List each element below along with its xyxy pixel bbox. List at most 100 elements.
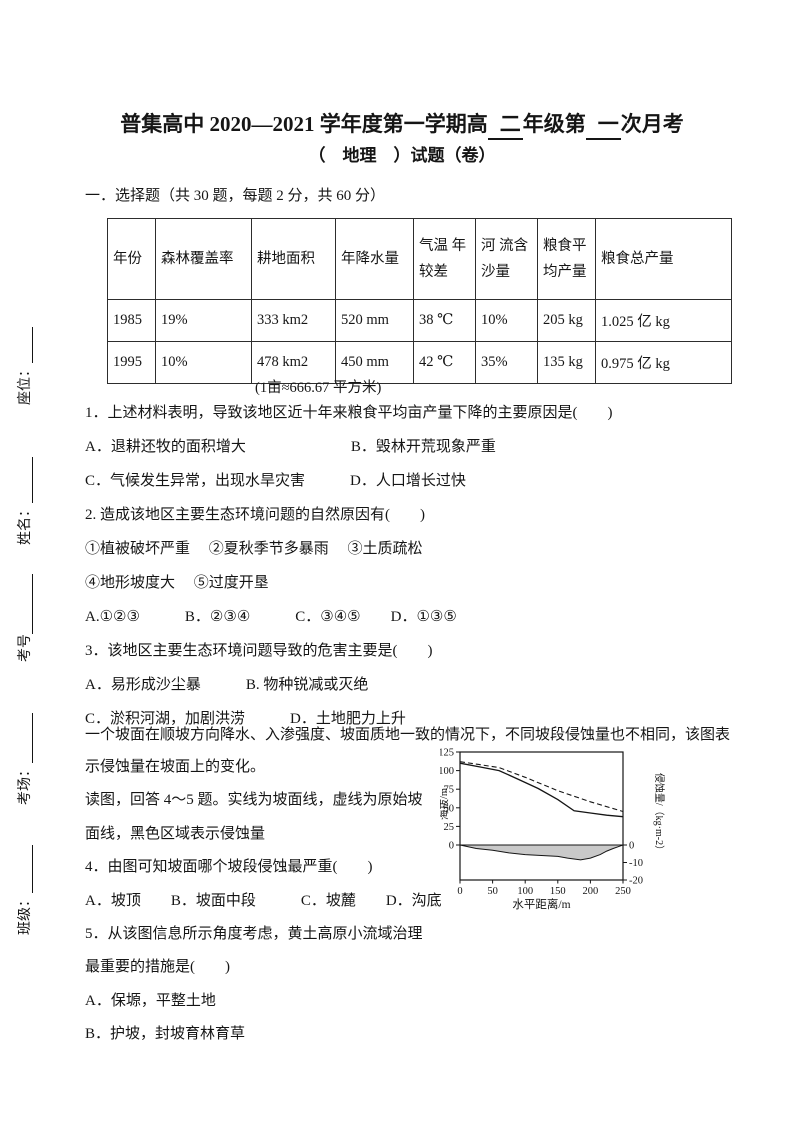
erosion-boundary	[459, 844, 624, 861]
question45-line-8: A．保塬，平整土地	[85, 992, 216, 1009]
page-title: 普集高中 2020—2021 学年度第一学期高 二年级第 一次月考	[72, 108, 732, 141]
table-cell: 205 kg	[537, 299, 596, 342]
margin-field-label: 考场：	[18, 763, 33, 805]
question-line-3: C．气候发生异常，出现水旱灾害 D．人口增长过快	[85, 473, 466, 489]
margin-field-line	[16, 713, 33, 763]
left-tick-label: 50	[444, 803, 455, 814]
question-line-2: A．退耕还牧的面积增大 B．毁林开荒现象严重	[85, 439, 496, 455]
margin-field-line	[16, 845, 33, 893]
table-row: 1995 10% 478 km2 450 mm 42 ℃ 35% 135 kg 0.975 亿…	[107, 341, 732, 384]
data-table: 年份 森林覆盖率 耕地面积 年降水量 气温 年较差河 流含沙量 粮食平均产量 粮食总产量 1…	[107, 218, 732, 384]
questions-4-5: 示侵蚀量在坡面上的变化。读图，回答 4～5 题。实线为坡面线，虚线为原始坡 面线，…	[85, 751, 457, 1052]
table-row: 1985 19% 333 km2 520 mm 38 ℃ 10% 205 kg 1.025 亿…	[107, 299, 732, 342]
margin-field-4: 考场：	[16, 713, 36, 805]
table-cell: 333 km2	[251, 299, 336, 342]
question45-line-1: 示侵蚀量在坡面上的变化。	[85, 759, 266, 775]
table-note: (1亩≈666.67 平方米)	[255, 380, 382, 396]
margin-field-5: 班级：	[16, 845, 36, 935]
column-header: 森林覆盖率	[155, 218, 252, 300]
question45-line-4: 4．由图可知坡面哪个坡段侵蚀最严重( )	[85, 859, 373, 876]
column-header: 粮食平均产量	[537, 218, 596, 300]
table-cell: 135 kg	[537, 341, 596, 384]
table-cell: 0.975 亿 kg	[595, 341, 732, 384]
x-tick-label: 0	[457, 886, 462, 897]
x-tick-label: 100	[517, 886, 533, 897]
margin-field-label: 班级：	[18, 893, 33, 935]
erosion-area	[460, 845, 623, 860]
title-text: 普集高中 2020—2021 学年度第一学期高	[120, 112, 488, 137]
question45-line-2: 读图，回答 4～5 题。实线为坡面线，虚线为原始坡	[85, 792, 423, 809]
table-cell: 1985	[107, 299, 156, 342]
left-tick-label: 125	[440, 748, 454, 759]
table-header-row: 年份 森林覆盖率 耕地面积 年降水量 气温 年较差河 流含沙量 粮食平均产量 粮食总产量	[107, 218, 732, 300]
table-body: 1985 19% 333 km2 520 mm 38 ℃ 10% 205 kg 1.025 亿…	[107, 299, 732, 384]
x-tick-label: 250	[615, 886, 631, 897]
question-line-6: ④地形坡度大 ⑤过度开垦	[85, 575, 269, 591]
x-axis-label: 水平距离/m	[512, 897, 570, 911]
table-cell: 450 mm	[335, 341, 414, 384]
questions-1-3: 1．上述材料表明，导致该地区近十年来粮食平均亩产量下降的主要原因是( ) A．退耕…	[85, 396, 747, 736]
page-subtitle: （ 地理 ）试题（卷）	[308, 146, 496, 165]
question-line-5: ①植被破坏严重 ②夏秋季节多暴雨 ③土质疏松	[85, 541, 423, 557]
question-line-9: A．易形成沙尘暴 B. 物种锐减或灭绝	[85, 677, 369, 693]
erosion-chart: 125 100 75 50 25 0 0 -10 -20 0 50 100 150 200 250 水平距离/…	[440, 742, 694, 914]
table-cell: 10%	[475, 299, 538, 342]
column-header: 河 流含沙量	[475, 218, 538, 300]
margin-field-label: 座位：	[18, 363, 33, 405]
section-heading: 一．选择题（共 30 题，每题 2 分，共 60 分）	[85, 188, 386, 204]
left-tick-label: 25	[444, 822, 455, 833]
right-tick-label: 0	[629, 841, 634, 852]
table-cell: 38 ℃	[413, 299, 476, 342]
question45-line-7: 最重要的措施是( )	[85, 959, 230, 976]
margin-field-line	[16, 574, 33, 634]
title-blank: 一	[585, 108, 621, 141]
margin-field-label: 姓名：	[18, 503, 33, 545]
table-cell: 19%	[155, 299, 252, 342]
original-slope-line	[459, 761, 624, 813]
margin-field-label: 考号	[18, 634, 33, 662]
question-line-8: 3．该地区主要生态环境问题导致的危害主要是( )	[85, 643, 433, 659]
table-cell: 10%	[155, 341, 252, 384]
margin-field-2: 姓名：	[16, 457, 36, 545]
title-text: 次月考	[620, 112, 684, 137]
slope-line	[459, 762, 624, 818]
left-tick-label: 100	[440, 766, 454, 777]
column-header: 耕地面积	[251, 218, 336, 300]
column-header: 年份	[107, 218, 156, 300]
margin-field-3: 考号	[16, 574, 36, 662]
margin-field-1: 座位：	[16, 327, 36, 405]
left-axis-label: 海拔/m	[440, 788, 450, 820]
column-header: 粮食总产量	[595, 218, 732, 300]
table-cell: 35%	[475, 341, 538, 384]
question45-line-9: B．护坡，封坡育林育草	[85, 1026, 246, 1043]
right-tick-label: -10	[629, 858, 643, 869]
left-tick-label: 0	[449, 841, 454, 852]
question-line-7: A.①②③ B．②③④ C．③④⑤ D．①③⑤	[85, 609, 457, 625]
plot-box	[459, 751, 624, 881]
question-line-1: 1．上述材料表明，导致该地区近十年来粮食平均亩产量下降的主要原因是( )	[85, 405, 613, 421]
left-tick-label: 75	[444, 785, 455, 796]
column-header: 年降水量	[335, 218, 414, 300]
title-text: 年级第	[522, 112, 586, 137]
table-cell: 1995	[107, 341, 156, 384]
table-cell: 42 ℃	[413, 341, 476, 384]
right-tick-label: -20	[629, 876, 643, 887]
table-cell: 478 km2	[251, 341, 336, 384]
x-tick-label: 50	[487, 886, 498, 897]
table-cell: 1.025 亿 kg	[595, 299, 732, 342]
x-tick-label: 150	[550, 886, 566, 897]
right-axis-label: 侵蚀量/（kg·m-2）	[653, 773, 666, 855]
question45-line-5: A．坡顶 B．坡面中段 C．坡麓 D．沟底	[85, 892, 442, 909]
margin-field-line	[16, 327, 33, 363]
margin-field-line	[16, 457, 33, 503]
title-blank: 二	[487, 108, 523, 141]
column-header: 气温 年较差	[413, 218, 476, 300]
x-tick-label: 200	[583, 886, 599, 897]
table-cell: 520 mm	[335, 299, 414, 342]
question45-line-3: 面线，黑色区域表示侵蚀量	[85, 825, 266, 842]
passage-line: 一个坡面在顺坡方向降水、入渗强度、坡面质地一致的情况下，不同坡段侵蚀量也不相同，…	[85, 727, 731, 743]
header-row: 年份 森林覆盖率 耕地面积 年降水量 气温 年较差河 流含沙量 粮食平均产量 粮食总产量	[107, 218, 732, 300]
question45-line-6: 5．从该图信息所示角度考虑，黄土高原小流域治理	[85, 925, 423, 942]
